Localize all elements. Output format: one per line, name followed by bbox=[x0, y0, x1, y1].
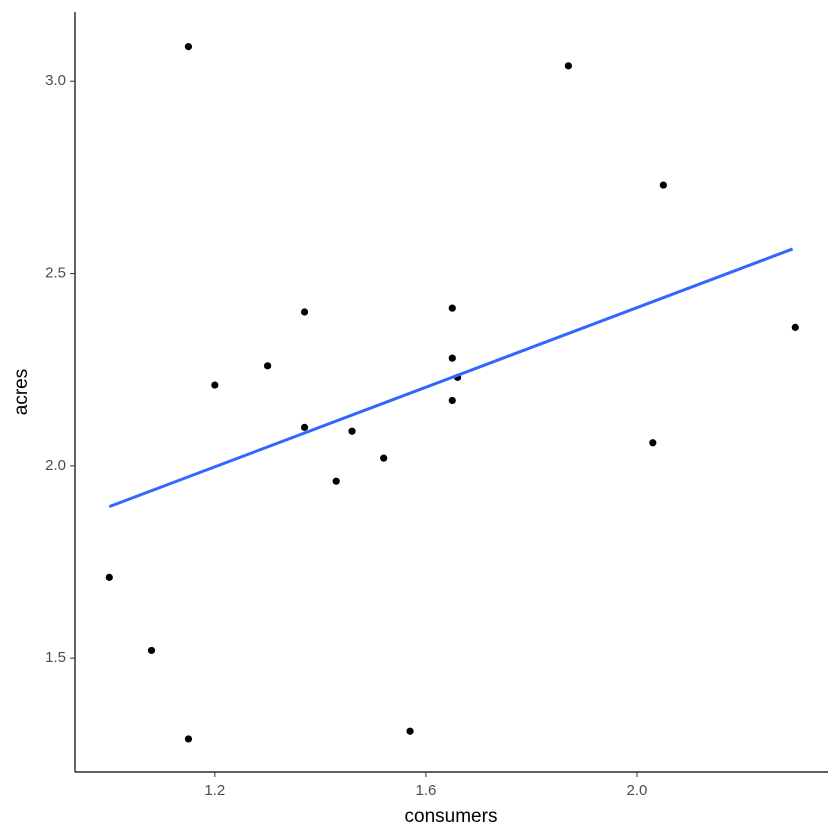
point bbox=[649, 439, 657, 447]
point bbox=[659, 181, 667, 189]
point bbox=[264, 362, 272, 370]
x-tick-label: 1.6 bbox=[415, 782, 436, 799]
x-axis-label: consumers bbox=[405, 806, 498, 827]
x-tick-label: 1.2 bbox=[204, 782, 225, 799]
point bbox=[300, 308, 309, 316]
point bbox=[564, 62, 572, 70]
point bbox=[300, 423, 309, 431]
point bbox=[332, 477, 340, 485]
point bbox=[380, 454, 388, 462]
point bbox=[406, 727, 414, 735]
point bbox=[147, 646, 156, 655]
y-tick-label: 2.0 bbox=[45, 457, 66, 474]
y-tick-label: 3.0 bbox=[45, 72, 66, 89]
point bbox=[184, 43, 193, 51]
x-tick-label: 2.0 bbox=[627, 782, 648, 799]
y-tick-label: 2.5 bbox=[45, 265, 66, 282]
point bbox=[348, 427, 356, 435]
point bbox=[448, 304, 456, 312]
y-axis-label: acres bbox=[11, 369, 32, 415]
y-tick-label: 1.5 bbox=[45, 649, 66, 666]
point bbox=[211, 381, 219, 389]
point bbox=[448, 354, 456, 362]
point bbox=[105, 573, 113, 581]
fit-line bbox=[108, 247, 794, 509]
point bbox=[791, 323, 799, 331]
point bbox=[184, 735, 193, 743]
point bbox=[448, 396, 456, 405]
